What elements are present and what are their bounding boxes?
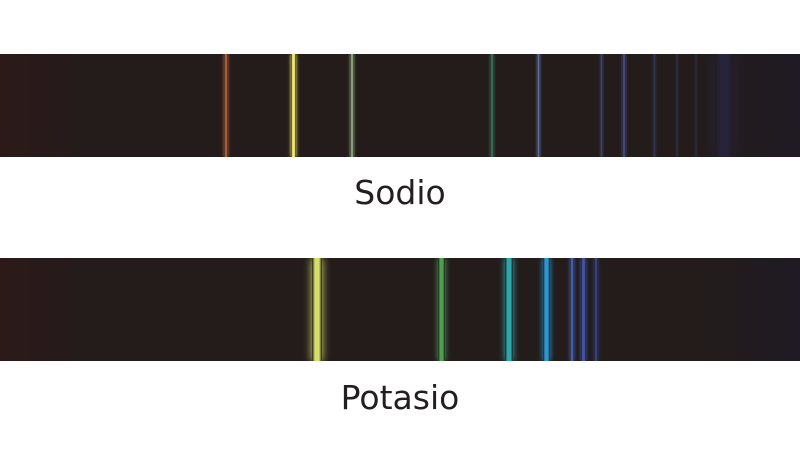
- sodio-emission-line: [350, 54, 354, 157]
- spectrum-background-tint: [0, 258, 800, 361]
- sodium-spectrum: [0, 54, 800, 157]
- sodio-emission-line: [715, 54, 733, 157]
- sodio-emission-line: [675, 54, 678, 157]
- potasio-emission-line: [569, 258, 575, 361]
- potasio-emission-line: [594, 258, 598, 361]
- potassium-spectrum: [0, 258, 800, 361]
- sodio-emission-line: [291, 54, 296, 157]
- potassium-label: Potasio: [340, 378, 460, 417]
- potasio-emission-line: [543, 258, 550, 361]
- sodium-label: Sodio: [354, 173, 446, 212]
- sodio-emission-line: [223, 54, 228, 157]
- sodio-emission-line: [694, 54, 698, 157]
- sodio-emission-line: [536, 54, 540, 157]
- sodio-emission-line: [600, 54, 603, 157]
- sodio-emission-line: [653, 54, 656, 157]
- sodio-emission-line: [622, 54, 626, 157]
- potasio-emission-line: [504, 258, 513, 361]
- spectrum-background-tint: [0, 54, 800, 157]
- potasio-emission-line: [311, 258, 322, 361]
- potasio-emission-line: [580, 258, 586, 361]
- potasio-emission-line: [438, 258, 446, 361]
- sodio-emission-line: [490, 54, 494, 157]
